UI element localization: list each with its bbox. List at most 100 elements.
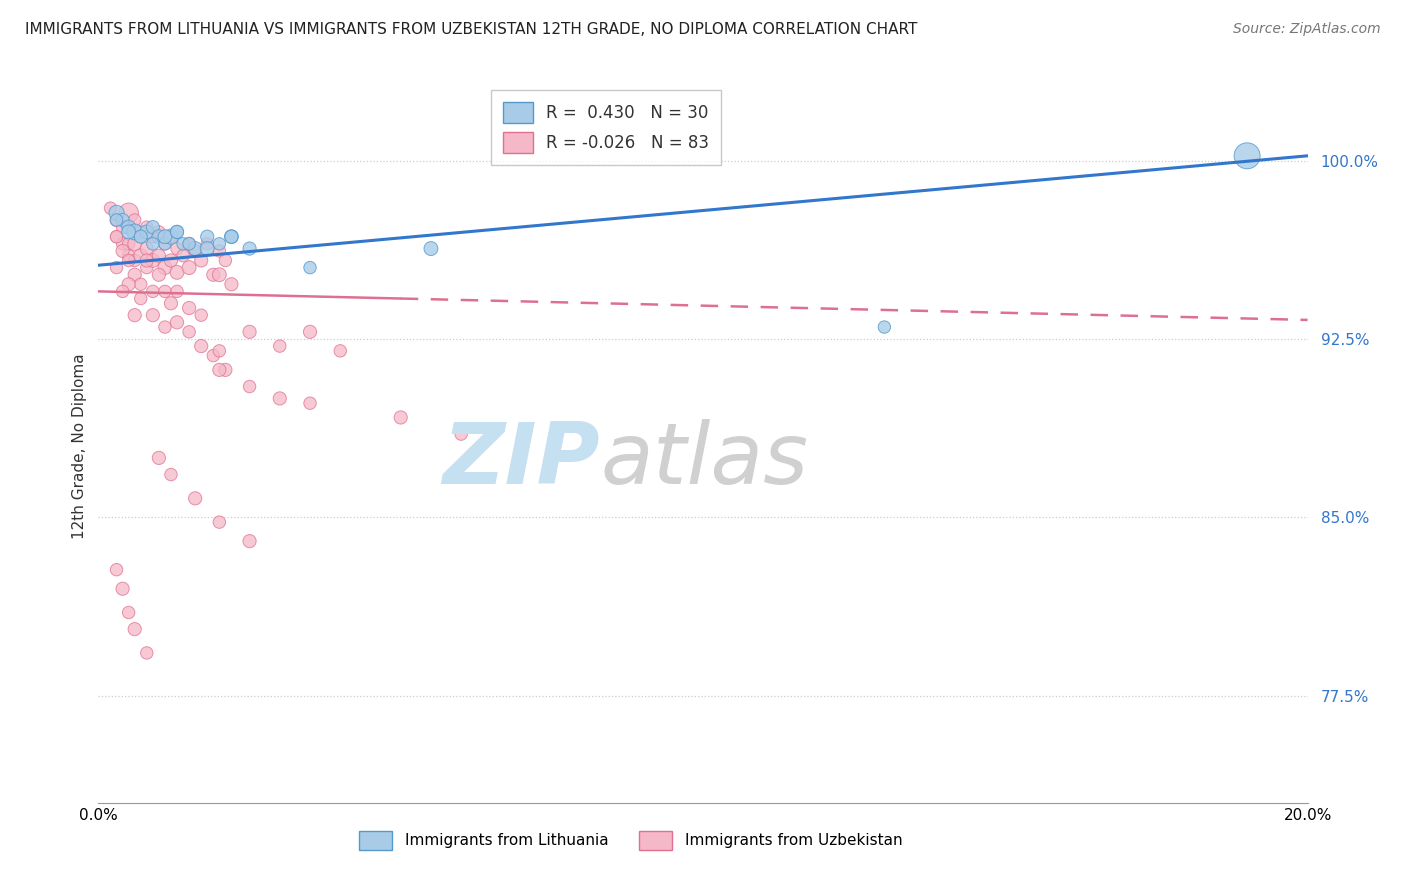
Point bbox=[160, 253, 183, 268]
Point bbox=[111, 220, 134, 235]
Point bbox=[135, 225, 157, 239]
Point bbox=[389, 410, 412, 425]
Point bbox=[179, 301, 201, 315]
Point bbox=[148, 450, 170, 465]
Point bbox=[299, 260, 322, 275]
Text: atlas: atlas bbox=[600, 418, 808, 502]
Point bbox=[129, 225, 152, 239]
Point bbox=[166, 265, 188, 279]
Point bbox=[179, 260, 201, 275]
Point bbox=[208, 363, 231, 377]
Point bbox=[329, 343, 352, 358]
Point bbox=[202, 349, 225, 363]
Point bbox=[166, 285, 188, 299]
Point bbox=[105, 229, 128, 244]
Point bbox=[105, 213, 128, 227]
Point bbox=[221, 229, 243, 244]
Point bbox=[111, 285, 134, 299]
Point bbox=[148, 268, 170, 282]
Point bbox=[172, 236, 194, 251]
Point bbox=[160, 229, 183, 244]
Point bbox=[160, 467, 183, 482]
Point bbox=[179, 236, 201, 251]
Point bbox=[873, 320, 896, 334]
Point bbox=[184, 244, 207, 258]
Point bbox=[239, 325, 262, 339]
Point bbox=[184, 491, 207, 506]
Point bbox=[105, 213, 128, 227]
Point bbox=[118, 277, 141, 292]
Point bbox=[153, 236, 176, 251]
Text: IMMIGRANTS FROM LITHUANIA VS IMMIGRANTS FROM UZBEKISTAN 12TH GRADE, NO DIPLOMA C: IMMIGRANTS FROM LITHUANIA VS IMMIGRANTS … bbox=[25, 22, 918, 37]
Point bbox=[142, 229, 165, 244]
Point bbox=[111, 236, 134, 251]
Point bbox=[166, 315, 188, 329]
Point bbox=[179, 325, 201, 339]
Point bbox=[129, 292, 152, 306]
Point bbox=[190, 339, 212, 353]
Legend: Immigrants from Lithuania, Immigrants from Uzbekistan: Immigrants from Lithuania, Immigrants fr… bbox=[353, 825, 908, 855]
Y-axis label: 12th Grade, No Diploma: 12th Grade, No Diploma bbox=[72, 353, 87, 539]
Point bbox=[153, 229, 176, 244]
Point bbox=[142, 308, 165, 322]
Point bbox=[118, 249, 141, 263]
Point bbox=[129, 249, 152, 263]
Point bbox=[124, 253, 146, 268]
Point bbox=[239, 379, 262, 393]
Point bbox=[153, 285, 176, 299]
Point bbox=[160, 229, 183, 244]
Point bbox=[118, 225, 141, 239]
Point bbox=[214, 363, 236, 377]
Point bbox=[269, 392, 291, 406]
Point bbox=[195, 229, 218, 244]
Point bbox=[105, 206, 128, 220]
Point bbox=[239, 534, 262, 549]
Text: ZIP: ZIP bbox=[443, 418, 600, 502]
Point bbox=[166, 242, 188, 256]
Point bbox=[153, 236, 176, 251]
Point bbox=[221, 277, 243, 292]
Point bbox=[111, 213, 134, 227]
Point bbox=[153, 260, 176, 275]
Point bbox=[420, 242, 443, 256]
Point bbox=[105, 260, 128, 275]
Point bbox=[124, 225, 146, 239]
Point bbox=[184, 242, 207, 256]
Point bbox=[135, 242, 157, 256]
Point bbox=[208, 236, 231, 251]
Point bbox=[111, 244, 134, 258]
Point bbox=[214, 253, 236, 268]
Point bbox=[118, 253, 141, 268]
Point bbox=[179, 236, 201, 251]
Point bbox=[208, 515, 231, 529]
Point bbox=[124, 213, 146, 227]
Point bbox=[153, 320, 176, 334]
Point bbox=[1236, 149, 1258, 163]
Point bbox=[299, 396, 322, 410]
Point bbox=[202, 268, 225, 282]
Point bbox=[172, 249, 194, 263]
Point bbox=[124, 268, 146, 282]
Point bbox=[190, 253, 212, 268]
Point bbox=[208, 268, 231, 282]
Point bbox=[142, 253, 165, 268]
Point bbox=[118, 206, 141, 220]
Point bbox=[450, 427, 472, 442]
Point bbox=[105, 229, 128, 244]
Point bbox=[148, 229, 170, 244]
Point bbox=[148, 225, 170, 239]
Point bbox=[239, 242, 262, 256]
Point bbox=[129, 277, 152, 292]
Point bbox=[124, 622, 146, 636]
Point bbox=[142, 220, 165, 235]
Point bbox=[124, 236, 146, 251]
Point bbox=[118, 606, 141, 620]
Point bbox=[135, 220, 157, 235]
Text: Source: ZipAtlas.com: Source: ZipAtlas.com bbox=[1233, 22, 1381, 37]
Point bbox=[190, 308, 212, 322]
Point bbox=[135, 260, 157, 275]
Point bbox=[221, 229, 243, 244]
Point bbox=[166, 225, 188, 239]
Point bbox=[135, 253, 157, 268]
Point bbox=[269, 339, 291, 353]
